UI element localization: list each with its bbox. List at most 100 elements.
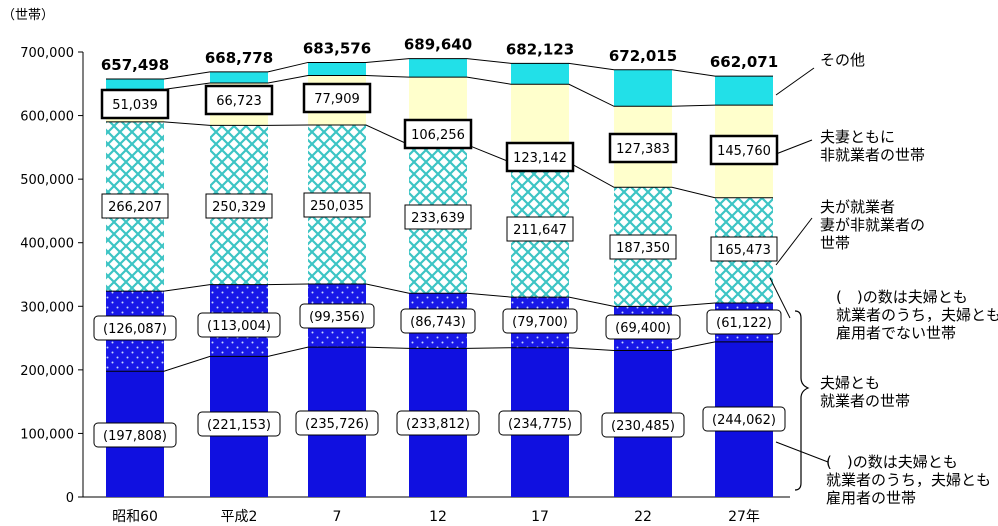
x-tick-label: 平成2 [221,509,258,525]
label-value: (61,122) [716,316,772,331]
label-box [303,192,371,218]
y-tick-label: 600,000 [20,110,74,125]
label-not-both-employees: (126,087) [93,315,177,341]
legend-line: 夫妻ともに [820,128,895,146]
label-box [93,315,177,341]
label-both-employed: (230,485) [601,412,685,438]
bar-segment-other [511,63,569,85]
legend-line: 就業者のうち，夫婦とも [836,306,998,324]
total-label: 662,071 [710,53,778,71]
label-box [506,216,574,242]
legend-line: 世帯 [820,234,850,252]
label-box [100,88,170,120]
label-not-both-employees: (99,356) [299,303,375,329]
label-value: 77,909 [314,92,360,107]
label-box [302,82,372,114]
label-not-both-employees: (61,122) [706,309,782,335]
label-box [710,236,778,262]
y-tick-label: 0 [66,491,74,506]
bar-segment-other [106,79,164,90]
label-value: 165,473 [717,243,771,258]
label-value: 106,256 [411,128,465,143]
label-box [93,422,177,448]
legend-leader [769,277,791,319]
unit-label: （世帯） [2,8,54,23]
label-husband-only: 187,350 [609,234,677,260]
boundary-line [106,341,773,372]
x-tick-label: 17 [531,509,549,525]
label-box [608,132,678,164]
label-value: 250,035 [310,199,364,214]
label-husband-only: 233,639 [404,204,472,230]
label-value: 266,207 [108,200,162,215]
x-tick-label: 27年 [728,509,760,525]
label-box [295,410,379,436]
label-neither: 77,909 [302,82,372,114]
x-tick-label: 昭和60 [112,509,158,525]
label-value: 127,383 [616,142,670,157]
label-value: (69,400) [615,321,671,336]
label-box [403,118,473,150]
label-box [505,141,575,173]
legend-leader [775,217,813,266]
label-value: 66,723 [216,94,262,109]
label-husband-only: 165,473 [710,236,778,262]
legend-line: 就業者の世帯 [820,392,910,410]
label-neither: 127,383 [608,132,678,164]
y-tick-label: 300,000 [20,300,74,315]
label-value: 233,639 [411,211,465,226]
label-box [400,308,476,334]
label-box [101,193,169,219]
label-both-employed: (234,775) [498,410,582,436]
total-label: 668,778 [205,49,273,67]
label-value: (197,808) [103,429,167,444]
label-value: 145,760 [717,144,771,159]
boundary-line [106,75,773,107]
label-box [601,412,685,438]
label-box [197,411,281,437]
legend-line: 就業者のうち，夫婦とも [826,471,991,489]
label-box [205,193,273,219]
label-box [702,406,786,432]
bar-segment-other [409,58,467,78]
label-husband-only: 211,647 [506,216,574,242]
legend-leader [775,441,829,463]
label-neither: 123,142 [505,141,575,173]
legend-line: 雇用者でない世帯 [836,324,956,342]
y-tick-label: 200,000 [20,364,74,379]
label-not-both-employees: (86,743) [400,308,476,334]
label-box [605,314,681,340]
bar-segment-other [210,71,268,84]
label-box [609,234,677,260]
label-both-employed: (221,153) [197,411,281,437]
label-value: (230,485) [611,419,675,434]
label-box [498,410,582,436]
label-box [404,204,472,230]
x-tick-label: 12 [429,509,447,525]
y-tick-label: 400,000 [20,237,74,252]
total-label: 672,015 [609,47,677,65]
y-tick-label: 100,000 [20,427,74,442]
x-tick-label: 7 [333,509,342,525]
label-value: 51,039 [112,98,158,113]
total-label: 689,640 [404,36,472,54]
legend-leader [775,139,813,155]
label-box [502,308,578,334]
legend-line: 雇用者の世帯 [826,489,916,507]
legend-line: ( )の数は夫婦とも [836,288,968,306]
label-husband-only: 250,035 [303,192,371,218]
label-box [299,303,375,329]
label-value: (86,743) [410,315,466,330]
label-neither: 66,723 [204,84,274,116]
label-not-both-employees: (79,700) [502,308,578,334]
legend-line: その他 [820,51,865,69]
label-not-both-employees: (69,400) [605,314,681,340]
label-value: 250,329 [212,200,266,215]
legend-line: 夫婦とも [820,374,880,392]
legend-line: 妻が非就業者の [820,216,925,234]
